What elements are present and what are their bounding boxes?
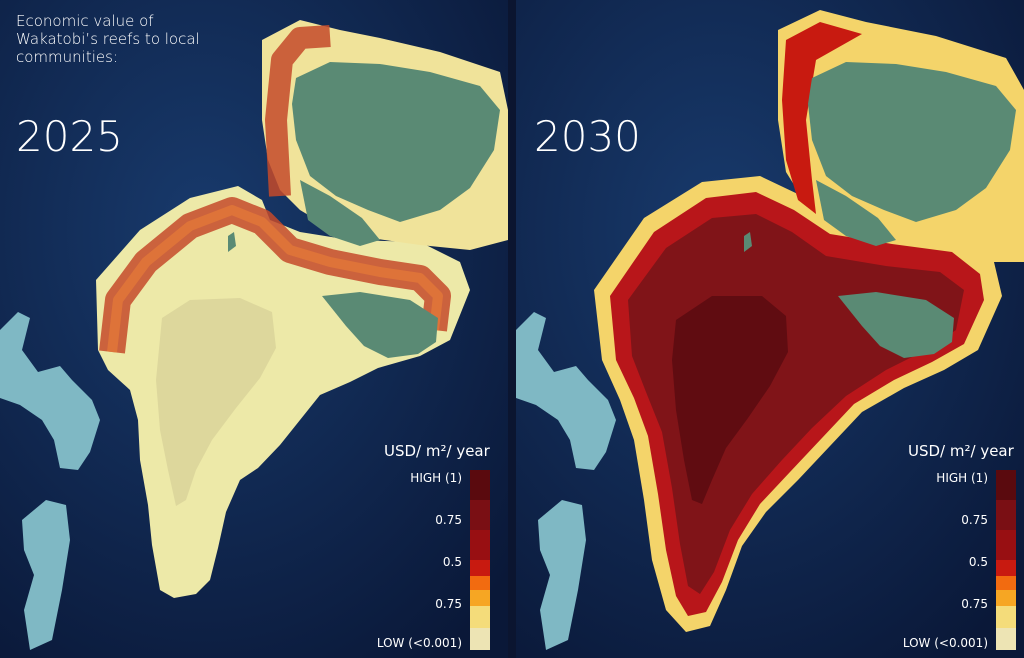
reef-zone [156,298,276,506]
legend-title: USD/ m²/ year [384,442,490,460]
legend-swatch [996,606,1016,628]
legend-swatch [470,590,490,606]
legend-swatch [470,470,490,500]
year-label-2030: 2030 [534,112,641,161]
legend-tick: 0.75 [435,513,462,527]
legend-swatch [996,530,1016,560]
legend-tick: 0.5 [968,555,988,569]
legend-title: USD/ m²/ year [908,442,1014,460]
land [816,180,896,246]
legend-swatch [470,500,490,530]
legend-swatch [996,560,1016,576]
reef-zone [96,186,470,598]
land [228,232,236,252]
reef-zone [782,22,862,214]
map-panel-2030: 2030 USD/ m²/ year HIGH (1) 0.75 0.5 0.7… [516,0,1024,658]
map-caption: Economic value of Wakatobi’s reefs to lo… [16,12,200,66]
land [838,292,954,358]
reef-zone [672,296,788,504]
legend-swatch [470,576,490,590]
legend-tick: HIGH (1) [936,471,988,485]
shallow-area [0,312,100,470]
legend-tick: 0.75 [961,597,988,611]
legend-swatch [996,576,1016,590]
shallow-area [22,500,70,650]
land [322,292,438,358]
legend-tick: 0.5 [442,555,462,569]
land [808,62,1016,222]
land [744,232,752,252]
legend-swatch [470,560,490,576]
legend-swatch [470,530,490,560]
shallow-area [538,500,586,650]
legend-tick: LOW (<0.001) [376,636,462,650]
shallow-area [516,312,616,470]
legend-tick: HIGH (1) [410,471,462,485]
map-panel-2025: Economic value of Wakatobi’s reefs to lo… [0,0,508,658]
year-label-2025: 2025 [16,112,123,161]
map-2030 [516,0,1024,658]
map-2025 [0,0,508,658]
legend-swatch [996,590,1016,606]
legend-swatch [470,628,490,650]
land [300,180,380,246]
legend-color-bar [996,470,1016,650]
legend-swatch [996,500,1016,530]
legend-swatch [996,470,1016,500]
high-value-band [265,25,331,197]
legend-swatch [470,606,490,628]
high-value-band [107,205,443,353]
land [292,62,500,222]
legend-tick: LOW (<0.001) [902,636,988,650]
legend-tick: 0.75 [961,513,988,527]
legend-swatch [996,628,1016,650]
legend-color-bar [470,470,490,650]
legend-tick: 0.75 [435,597,462,611]
panel-divider [508,0,516,658]
